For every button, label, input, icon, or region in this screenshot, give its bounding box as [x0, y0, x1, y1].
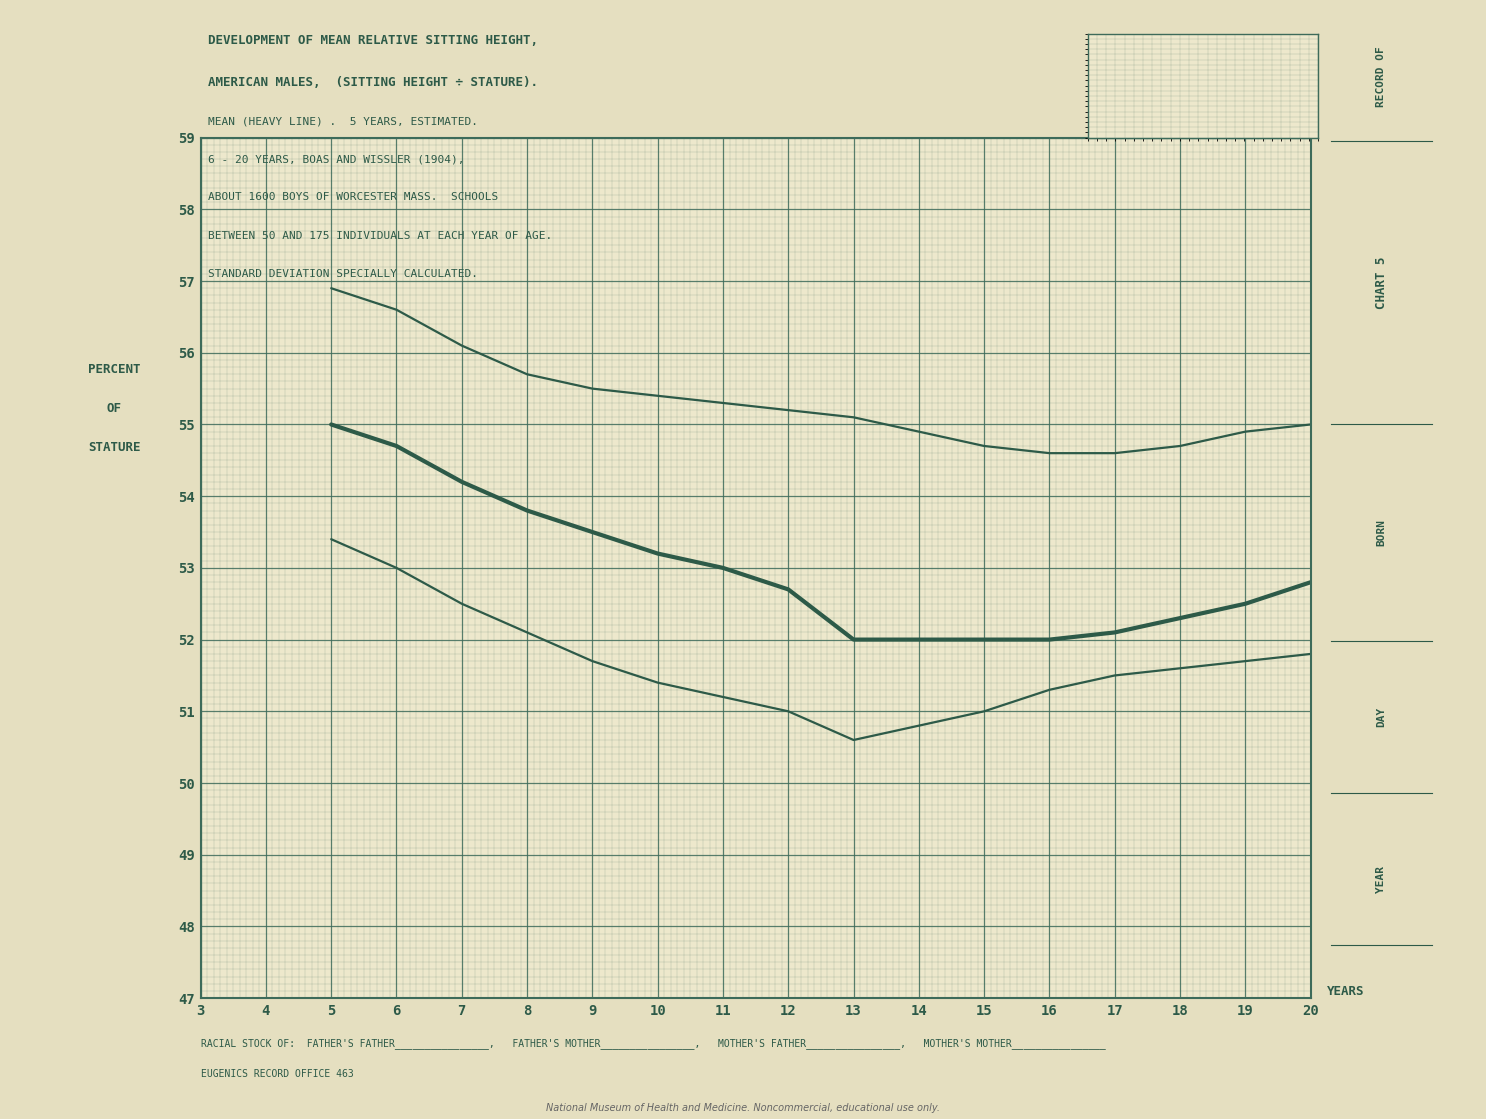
Text: BETWEEN 50 AND 175 INDIVIDUALS AT EACH YEAR OF AGE.: BETWEEN 50 AND 175 INDIVIDUALS AT EACH Y… [208, 231, 553, 241]
Text: AMERICAN MALES,  (SITTING HEIGHT ÷ STATURE).: AMERICAN MALES, (SITTING HEIGHT ÷ STATUR… [208, 76, 538, 90]
Text: 6 - 20 YEARS, BOAS AND WISSLER (1904),: 6 - 20 YEARS, BOAS AND WISSLER (1904), [208, 154, 465, 164]
Text: RECORD OF: RECORD OF [1376, 46, 1386, 106]
Text: ABOUT 1600 BOYS OF WORCESTER MASS.  SCHOOLS: ABOUT 1600 BOYS OF WORCESTER MASS. SCHOO… [208, 192, 498, 203]
Text: STANDARD DEVIATION SPECIALLY CALCULATED.: STANDARD DEVIATION SPECIALLY CALCULATED. [208, 269, 478, 279]
Text: RACIAL STOCK OF:  FATHER'S FATHER________________,   FATHER'S MOTHER____________: RACIAL STOCK OF: FATHER'S FATHER________… [201, 1038, 1106, 1050]
Text: MEAN (HEAVY LINE) .  5 YEARS, ESTIMATED.: MEAN (HEAVY LINE) . 5 YEARS, ESTIMATED. [208, 116, 478, 126]
Text: YEAR: YEAR [1376, 866, 1386, 893]
Text: STATURE: STATURE [88, 441, 141, 454]
Text: PERCENT: PERCENT [88, 364, 141, 376]
Text: YEARS: YEARS [1327, 985, 1364, 998]
Text: National Museum of Health and Medicine. Noncommercial, educational use only.: National Museum of Health and Medicine. … [545, 1103, 941, 1113]
Text: CHART 5: CHART 5 [1375, 256, 1388, 309]
Text: EUGENICS RECORD OFFICE 463: EUGENICS RECORD OFFICE 463 [201, 1069, 354, 1079]
Text: DEVELOPMENT OF MEAN RELATIVE SITTING HEIGHT,: DEVELOPMENT OF MEAN RELATIVE SITTING HEI… [208, 34, 538, 47]
Text: BORN: BORN [1376, 519, 1386, 546]
Text: OF: OF [107, 402, 122, 415]
Text: DAY: DAY [1376, 706, 1386, 727]
